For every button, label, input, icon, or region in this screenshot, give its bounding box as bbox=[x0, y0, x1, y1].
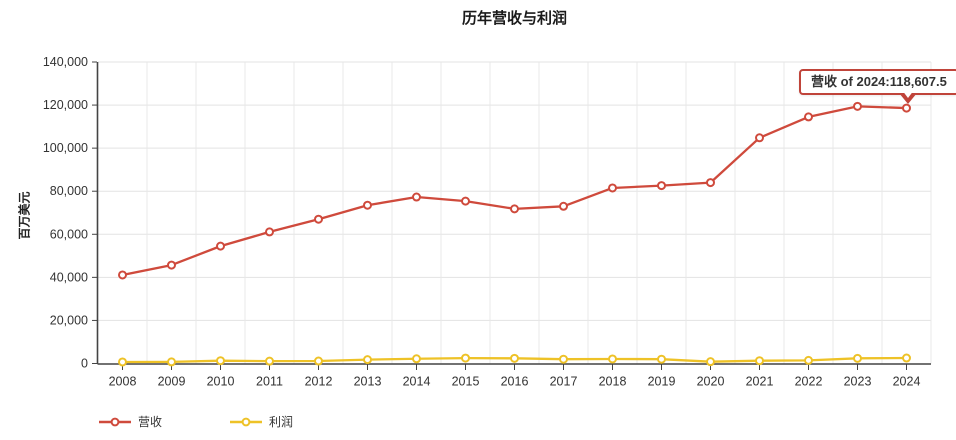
x-axis-label: 2014 bbox=[403, 375, 431, 389]
revenue-data-point[interactable] bbox=[755, 133, 764, 143]
y-axis-tick-label: 140,000 bbox=[43, 55, 88, 69]
profit-data-point[interactable] bbox=[853, 353, 862, 363]
x-axis-label: 2023 bbox=[844, 375, 872, 389]
profit-data-point[interactable] bbox=[902, 353, 911, 363]
x-axis-label: 2021 bbox=[746, 375, 774, 389]
profit-data-point[interactable] bbox=[216, 356, 225, 366]
legend: 营收 利润 bbox=[99, 413, 293, 430]
revenue-data-point[interactable] bbox=[118, 270, 127, 280]
profit-legend-label: 利润 bbox=[269, 415, 294, 429]
profit-data-point[interactable] bbox=[755, 356, 764, 366]
revenue-data-point[interactable] bbox=[510, 204, 519, 214]
profit-data-point[interactable] bbox=[167, 357, 176, 367]
x-axis-label: 2008 bbox=[109, 375, 137, 389]
x-axis-label: 2015 bbox=[452, 375, 480, 389]
x-axis-label: 2022 bbox=[795, 375, 823, 389]
revenue-data-point[interactable] bbox=[265, 227, 274, 237]
revenue-line bbox=[122, 105, 907, 277]
revenue-data-point[interactable] bbox=[706, 178, 715, 188]
x-axis-label: 2010 bbox=[207, 375, 235, 389]
profit-data-point[interactable] bbox=[118, 357, 127, 367]
y-axis-tick-label: 120,000 bbox=[43, 98, 88, 112]
revenue-data-point[interactable] bbox=[608, 183, 617, 193]
y-axis-tick-label: 100,000 bbox=[43, 141, 88, 155]
y-axis-tick-label: 40,000 bbox=[50, 270, 88, 284]
revenue-data-point[interactable] bbox=[314, 214, 323, 224]
tooltip: 营收 of 2024:118,607.5 bbox=[799, 69, 956, 104]
profit-data-point[interactable] bbox=[314, 356, 323, 366]
x-axis-label: 2024 bbox=[893, 375, 921, 389]
y-axis-tick-label: 0 bbox=[81, 357, 88, 371]
revenue-legend-label: 营收 bbox=[138, 415, 163, 429]
revenue-data-point[interactable] bbox=[461, 196, 470, 206]
revenue-data-point[interactable] bbox=[167, 260, 176, 270]
revenue-data-point[interactable] bbox=[559, 201, 568, 211]
x-axis-label: 2013 bbox=[354, 375, 382, 389]
profit-data-point[interactable] bbox=[559, 354, 568, 364]
profit-data-point[interactable] bbox=[363, 355, 372, 365]
revenue-data-point[interactable] bbox=[363, 200, 372, 210]
revenue-data-point[interactable] bbox=[902, 103, 911, 113]
revenue-data-point[interactable] bbox=[657, 181, 666, 191]
y-axis-tick-label: 60,000 bbox=[50, 227, 88, 241]
chart-title: 历年营收与利润 bbox=[461, 10, 567, 27]
profit-data-point[interactable] bbox=[608, 354, 617, 364]
x-axis-label: 2017 bbox=[550, 375, 578, 389]
profit-data-point[interactable] bbox=[657, 354, 666, 364]
x-axis-label: 2016 bbox=[501, 375, 529, 389]
x-axis-label: 2019 bbox=[648, 375, 676, 389]
revenue-data-point[interactable] bbox=[853, 101, 862, 111]
y-axis-tick-label: 80,000 bbox=[50, 184, 88, 198]
x-axis-label: 2011 bbox=[256, 375, 283, 389]
x-axis-label: 2020 bbox=[697, 375, 725, 389]
revenue-data-point[interactable] bbox=[412, 192, 421, 202]
revenue-data-point[interactable] bbox=[804, 112, 813, 122]
legend-item-revenue[interactable]: 营收 bbox=[99, 413, 162, 430]
profit-data-point[interactable] bbox=[265, 356, 274, 366]
revenue-data-point[interactable] bbox=[216, 241, 225, 251]
x-axis-label: 2012 bbox=[305, 375, 333, 389]
profit-data-point[interactable] bbox=[412, 354, 421, 364]
profit-data-point[interactable] bbox=[804, 355, 813, 365]
profit-legend-swatch bbox=[230, 417, 263, 426]
tooltip-text: 营收 of 2024:118,607.5 bbox=[811, 74, 947, 89]
x-axis-label: 2018 bbox=[599, 375, 627, 389]
x-axis-label: 2009 bbox=[158, 375, 186, 389]
profit-data-point[interactable] bbox=[510, 353, 519, 363]
legend-item-profit[interactable]: 利润 bbox=[230, 413, 293, 430]
y-axis-tick-label: 20,000 bbox=[50, 313, 88, 327]
profit-data-point[interactable] bbox=[706, 357, 715, 367]
revenue-legend-swatch bbox=[99, 417, 131, 426]
profit-data-point[interactable] bbox=[461, 353, 470, 363]
